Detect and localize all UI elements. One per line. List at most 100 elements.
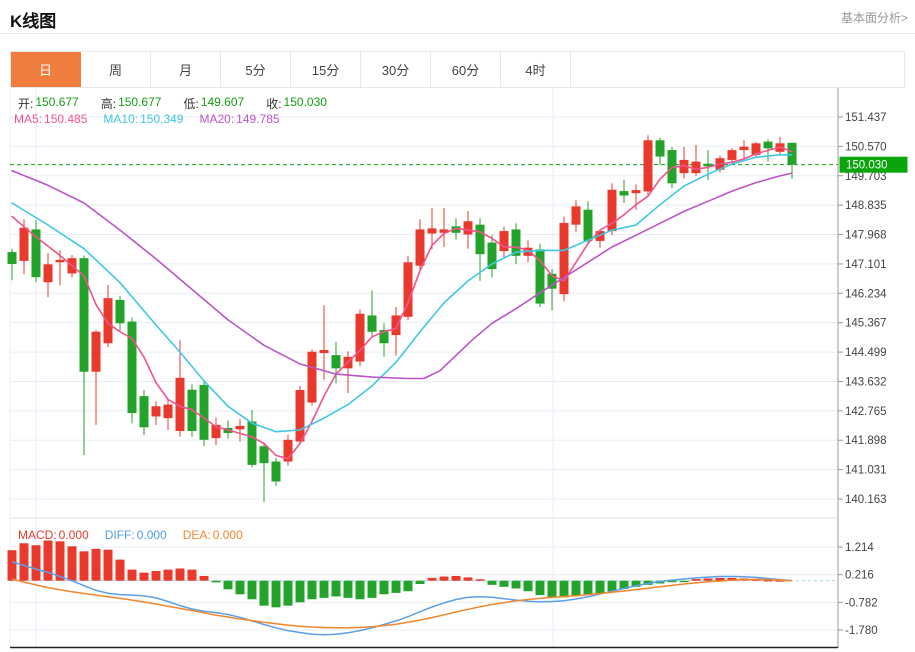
macd-bar <box>163 569 173 581</box>
macd-bar <box>199 575 209 581</box>
macd-bar <box>307 580 317 600</box>
macd-readout: MACD: 0.000 DIFF: 0.000 DEA: 0.000 <box>18 528 243 542</box>
candle <box>391 315 401 336</box>
macd-bar <box>667 580 677 583</box>
candle <box>511 229 521 256</box>
macd-bar <box>439 576 449 581</box>
macd-item-1: DIFF: 0.000 <box>104 528 167 542</box>
ma10-line <box>11 154 793 433</box>
macd-bar <box>91 548 101 581</box>
tab-15min[interactable]: 15分 <box>291 52 361 87</box>
dea-line <box>11 578 793 629</box>
candle <box>583 209 593 241</box>
macd-bar <box>259 580 269 606</box>
interval-tabbar: 日周月 5分 15分 30分 60分 4时 <box>10 51 905 88</box>
current-price-tag: 150.030 <box>839 156 908 173</box>
y-axis-label: 147.968 <box>845 230 887 242</box>
candle <box>439 229 449 233</box>
candle <box>331 355 341 369</box>
macd-bar <box>523 580 533 592</box>
candle <box>139 396 149 428</box>
candle <box>475 224 485 255</box>
candle <box>463 221 473 235</box>
macd-bar <box>679 580 689 583</box>
ma-item-2: MA20: 149.785 <box>199 112 280 126</box>
y-axis-label: 0.216 <box>845 570 874 582</box>
y-axis-label: 148.835 <box>845 200 887 212</box>
macd-bar <box>127 569 137 581</box>
candle <box>295 390 305 442</box>
candle <box>199 384 209 440</box>
tab-month[interactable]: 月 <box>151 52 221 87</box>
macd-bar <box>463 577 473 581</box>
candle <box>103 298 113 344</box>
tab-30min[interactable]: 30分 <box>361 52 431 87</box>
tab-week[interactable]: 周 <box>81 52 151 87</box>
candle <box>91 331 101 372</box>
candle <box>79 258 89 372</box>
macd-bar <box>271 580 281 608</box>
candle <box>691 161 701 174</box>
macd-bar <box>583 580 593 595</box>
candle <box>631 190 641 194</box>
candle <box>235 425 245 430</box>
candle <box>787 142 797 165</box>
candle <box>415 229 425 266</box>
tab-60min[interactable]: 60分 <box>431 52 501 87</box>
ma-item-0: MA5: 150.485 <box>14 112 88 126</box>
fundamental-analysis-link[interactable]: 基本面分析> <box>840 11 908 25</box>
ohlc-item-0: 开: 150.677 <box>18 95 79 111</box>
y-axis-label: 146.234 <box>845 288 887 300</box>
macd-item-0: MACD: 0.000 <box>18 528 89 542</box>
macd-bar <box>631 580 641 587</box>
y-axis-label: 150.570 <box>845 141 887 153</box>
macd-bar <box>535 580 545 596</box>
macd-bar <box>595 580 605 594</box>
ma-readout: MA5: 150.485 MA10: 150.349 MA20: 149.785 <box>14 112 280 126</box>
macd-bar <box>319 580 329 598</box>
tab-4hour[interactable]: 4时 <box>501 52 571 87</box>
macd-bar <box>31 545 41 581</box>
candle <box>571 206 581 225</box>
macd-bar <box>415 580 425 585</box>
ma5-line <box>11 146 793 460</box>
macd-bar <box>355 580 365 600</box>
y-axis-label: 143.632 <box>845 376 887 388</box>
candle <box>7 252 17 264</box>
candle <box>619 191 629 196</box>
y-axis-label: 141.898 <box>845 435 887 447</box>
macd-bar <box>499 580 509 587</box>
candle <box>43 264 53 283</box>
macd-bar <box>427 577 437 581</box>
candle <box>739 146 749 151</box>
candle <box>283 439 293 462</box>
candle <box>19 227 29 261</box>
candle <box>547 273 557 289</box>
macd-bar <box>607 580 617 592</box>
ohlc-readout: 开: 150.677 高: 150.677 低: 149.607 收: 150.030 <box>18 95 327 112</box>
tab-day[interactable]: 日 <box>11 52 81 87</box>
candle <box>451 226 461 233</box>
candle <box>607 189 617 232</box>
candle <box>379 330 389 344</box>
candle <box>427 228 437 234</box>
candle <box>55 259 65 263</box>
candle <box>751 143 761 155</box>
tab-5min[interactable]: 5分 <box>221 52 291 87</box>
macd-bar <box>367 580 377 598</box>
macd-bar <box>559 580 569 598</box>
y-axis-label: 145.367 <box>845 318 887 330</box>
candle <box>259 446 269 464</box>
macd-bar <box>211 580 221 583</box>
candle <box>151 406 161 417</box>
y-axis-label: 142.765 <box>845 406 887 418</box>
y-axis-label: 144.499 <box>845 347 887 359</box>
y-axis-label: -0.782 <box>845 597 878 609</box>
candle <box>367 315 377 332</box>
macd-histogram[interactable] <box>7 540 785 608</box>
y-axis-label: 151.437 <box>845 112 887 124</box>
macd-bar <box>151 570 161 581</box>
ohlc-item-3: 收: 150.030 <box>266 95 327 111</box>
candle <box>163 404 173 419</box>
macd-bar <box>223 580 233 590</box>
